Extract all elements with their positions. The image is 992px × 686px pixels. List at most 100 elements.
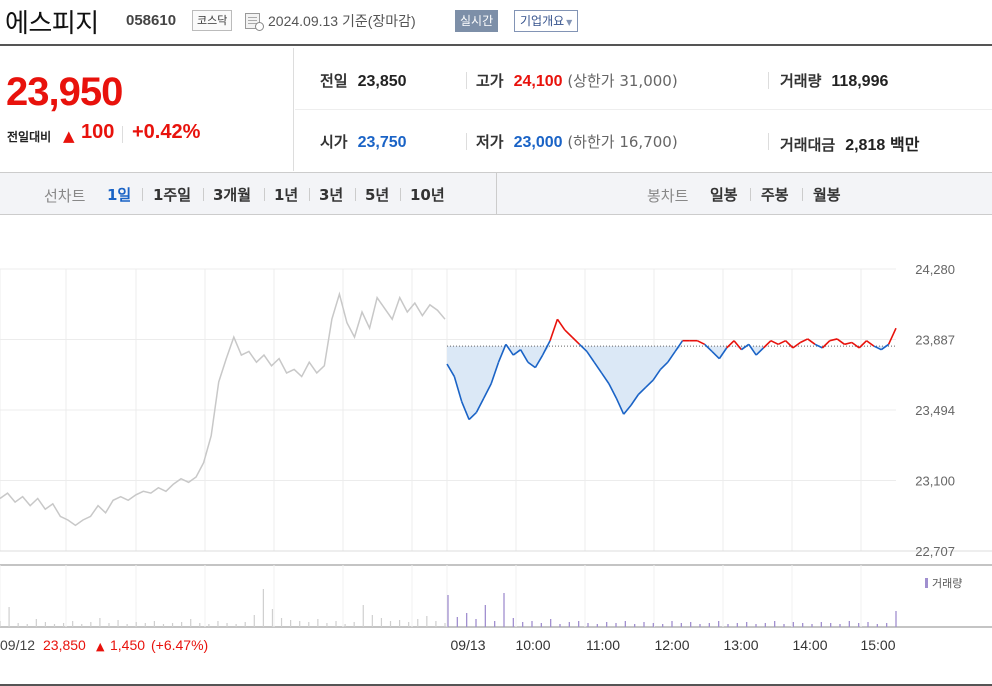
price-segment	[453, 376, 463, 402]
candle-chart-label: 봉차트	[647, 187, 689, 205]
price-segment	[696, 339, 705, 346]
price-segment	[718, 347, 728, 360]
stat-value: 24,100	[513, 73, 563, 90]
divider	[400, 188, 401, 201]
x-tick-label: 10:00	[515, 637, 550, 653]
divider	[750, 188, 751, 201]
price-segment	[615, 397, 625, 415]
tab-3m[interactable]: 3개월	[213, 186, 252, 204]
price-segment	[887, 327, 897, 345]
price-segment	[564, 329, 573, 338]
chart-labels: 24,280 23,887 23,494 23,100 22,707 거래량 09/13 10…	[0, 262, 962, 653]
divider	[309, 188, 310, 201]
market-badge: 코스닥	[192, 10, 233, 31]
price-segment	[667, 351, 676, 363]
tabs-divider	[496, 173, 497, 215]
price-segment	[600, 372, 610, 385]
stat-label: 거래량	[780, 72, 822, 90]
stat-low: 저가 23,000 (하한가 16,700)	[476, 131, 678, 152]
stat-label: 거래대금	[780, 136, 836, 154]
tab-1d[interactable]: 1일	[107, 186, 132, 204]
price-segment	[571, 336, 581, 345]
stat-label: 시가	[320, 133, 348, 151]
price-segment	[541, 340, 551, 356]
price-change-percent: +0.42%	[132, 121, 201, 143]
price-segment	[608, 383, 618, 399]
tab-monthly[interactable]: 월봉	[813, 186, 841, 204]
divider	[768, 133, 769, 150]
price-segment	[762, 340, 772, 349]
price-segment	[851, 341, 860, 349]
price-chart[interactable]: 24,280 23,887 23,494 23,100 22,707 거래량 09/13 10…	[0, 216, 992, 686]
price-segment	[630, 394, 640, 406]
prev-day-change: 1,450	[110, 637, 145, 653]
prev-day-series	[0, 291, 446, 527]
price-change: 100	[81, 121, 115, 143]
x-tick-label: 12:00	[654, 637, 689, 653]
price-segment	[578, 343, 588, 353]
prev-day-line	[0, 291, 446, 527]
y-tick-label: 22,707	[915, 544, 955, 559]
divider	[122, 126, 123, 143]
price-panel: 23,950 전일대비 ▲ 100 +0.42%	[0, 48, 294, 171]
price-segment	[748, 343, 757, 356]
price-segment	[505, 343, 514, 356]
x-tick-label: 15:00	[860, 637, 895, 653]
prev-day-percent: (+6.47%)	[151, 637, 208, 653]
stock-code: 058610	[126, 12, 177, 29]
price-segment	[475, 397, 485, 413]
price-segment	[866, 340, 875, 347]
amount-unit: 백만	[890, 137, 920, 154]
price-segment	[534, 354, 544, 369]
price-segment	[645, 379, 654, 388]
price-segment	[674, 340, 684, 352]
stat-open: 시가 23,750	[320, 131, 407, 152]
price-segment	[512, 349, 522, 356]
price-segment	[623, 404, 632, 415]
tab-10y[interactable]: 10년	[410, 186, 445, 204]
stock-name: 에스피지	[5, 9, 99, 39]
clock-icon	[255, 22, 264, 31]
price-segment	[549, 318, 559, 341]
stat-label: 전일	[320, 72, 348, 90]
price-segment	[807, 338, 816, 345]
stat-value: 23,750	[357, 134, 407, 151]
current-price: 23,950	[6, 70, 123, 114]
tab-daily[interactable]: 일봉	[710, 186, 738, 204]
price-segment	[593, 361, 603, 374]
realtime-button[interactable]: 실시간	[455, 10, 499, 32]
price-segment	[770, 339, 779, 346]
prev-day-date: 09/12	[0, 637, 35, 653]
price-segment	[490, 361, 500, 384]
tab-weekly[interactable]: 주봉	[761, 186, 789, 204]
tab-1w[interactable]: 1주일	[153, 186, 192, 204]
company-overview-dropdown[interactable]: 기업개요 ▼	[514, 10, 579, 32]
chart-grid	[0, 268, 992, 628]
up-arrow-icon: ▲	[63, 127, 75, 145]
price-segment	[836, 338, 845, 345]
stat-prev-close: 전일 23,850	[320, 70, 407, 91]
tab-3y[interactable]: 3년	[319, 186, 344, 204]
volume-legend-swatch	[925, 578, 928, 588]
price-segment	[497, 343, 507, 363]
prev-day-close: 23,850	[43, 637, 86, 653]
y-tick-label: 24,280	[915, 262, 955, 277]
tab-5y[interactable]: 5년	[365, 186, 390, 204]
stat-value: 23,000	[513, 134, 563, 151]
divider	[802, 188, 803, 201]
x-tick-label: 11:00	[586, 637, 620, 653]
price-segment	[704, 343, 713, 353]
price-segment	[858, 340, 868, 349]
divider	[203, 188, 204, 201]
tab-1y[interactable]: 1년	[274, 186, 299, 204]
price-segment	[519, 349, 529, 363]
lower-limit: (하한가 16,700)	[567, 133, 678, 151]
price-segment	[527, 361, 536, 369]
stat-amount: 거래대금 2,818 백만	[780, 131, 919, 155]
y-tick-label: 23,494	[915, 403, 955, 418]
stock-header: 에스피지 058610 코스닥 2024.09.13 기준(장마감) 실시간 기…	[0, 0, 992, 46]
stat-value: 2,818	[845, 137, 886, 154]
below-baseline-fill	[447, 346, 896, 420]
divider	[466, 133, 467, 150]
stat-high: 고가 24,100 (상한가 31,000)	[476, 70, 678, 91]
